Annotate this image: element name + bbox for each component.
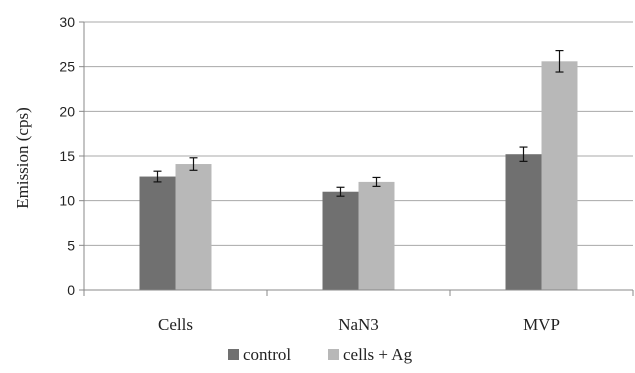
- x-axis: Cells NaN3 MVP: [83, 289, 634, 334]
- bar: [541, 61, 578, 290]
- x-category-label: Cells: [158, 315, 193, 334]
- legend-swatch: [328, 349, 339, 360]
- bars: [139, 49, 578, 290]
- legend-label: cells + Ag: [343, 345, 413, 364]
- x-category-label: MVP: [523, 315, 560, 334]
- bar: [139, 176, 176, 290]
- y-axis-title: Emission (cps): [13, 107, 32, 209]
- y-tick-label: 30: [59, 14, 75, 30]
- y-tick-label: 25: [59, 59, 75, 75]
- bar: [322, 191, 359, 290]
- x-category-label: NaN3: [338, 315, 379, 334]
- y-tick-label: 20: [59, 103, 75, 119]
- y-axis: 0 5 10 15 20 25 30: [59, 14, 85, 298]
- legend: control cells + Ag: [228, 345, 413, 364]
- y-tick-label: 10: [59, 193, 75, 209]
- y-tick-label: 15: [59, 148, 75, 164]
- bar: [505, 154, 542, 290]
- bar: [175, 164, 212, 290]
- bar: [358, 181, 395, 290]
- legend-swatch: [228, 349, 239, 360]
- legend-label: control: [243, 345, 291, 364]
- y-tick-label: 0: [67, 282, 75, 298]
- y-tick-label: 5: [67, 237, 75, 253]
